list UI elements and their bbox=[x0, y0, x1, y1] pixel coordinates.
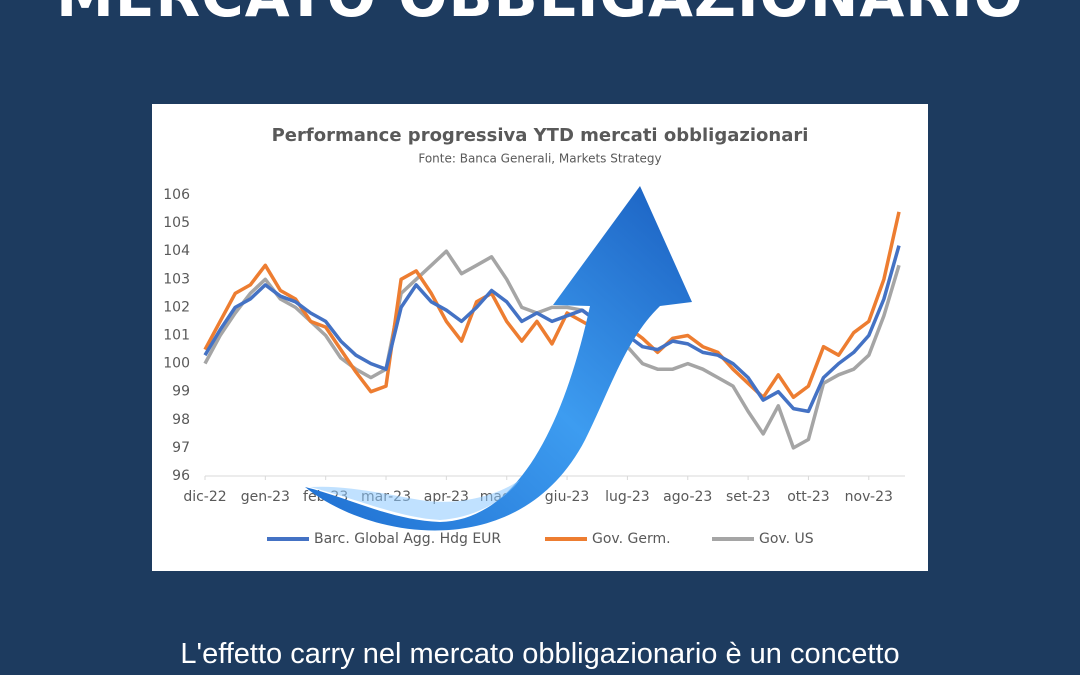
series-line bbox=[203, 211, 901, 400]
arrow-highlight bbox=[310, 480, 520, 520]
x-tick-label: lug-23 bbox=[605, 489, 650, 505]
y-tick-label: 96 bbox=[172, 468, 190, 484]
y-tick-label: 106 bbox=[163, 187, 190, 203]
lines bbox=[203, 211, 901, 450]
caption: L'effetto carry nel mercato obbligaziona… bbox=[180, 638, 900, 670]
chart-title: Performance progressiva YTD mercati obbl… bbox=[272, 125, 809, 146]
x-tick-label: nov-23 bbox=[845, 489, 893, 505]
x-tick-label: set-23 bbox=[726, 489, 770, 505]
series-line bbox=[203, 245, 901, 414]
chart-subtitle: Fonte: Banca Generali, Markets Strategy bbox=[418, 152, 661, 166]
legend: Barc. Global Agg. Hdg EUR Gov. Germ. Gov. … bbox=[267, 531, 814, 547]
x-tick-label: dic-22 bbox=[183, 489, 226, 505]
y-tick-label: 105 bbox=[163, 215, 190, 231]
y-tick-label: 99 bbox=[172, 384, 190, 400]
arrow-decoration bbox=[305, 186, 692, 531]
x-tick-label: ago-23 bbox=[663, 489, 712, 505]
y-tick-label: 101 bbox=[163, 328, 190, 344]
legend-label: Gov. Germ. bbox=[592, 531, 671, 547]
y-tick-label: 102 bbox=[163, 299, 190, 315]
legend-label: Barc. Global Agg. Hdg EUR bbox=[314, 531, 501, 547]
y-tick-label: 100 bbox=[163, 356, 190, 372]
y-tick-label: 104 bbox=[163, 243, 190, 259]
series-line bbox=[203, 249, 901, 450]
y-tick-label: 103 bbox=[163, 271, 190, 287]
y-tick-label: 98 bbox=[172, 412, 190, 428]
y-tick-label: 97 bbox=[172, 440, 190, 456]
x-tick-label: apr-23 bbox=[424, 489, 469, 505]
legend-label: Gov. US bbox=[759, 531, 814, 547]
x-tick-label: ott-23 bbox=[787, 489, 829, 505]
headline: MERCATO OBBLIGAZIONARIO bbox=[0, 0, 1080, 30]
x-tick-label: giu-23 bbox=[545, 489, 590, 505]
x-tick-label: gen-23 bbox=[241, 489, 290, 505]
